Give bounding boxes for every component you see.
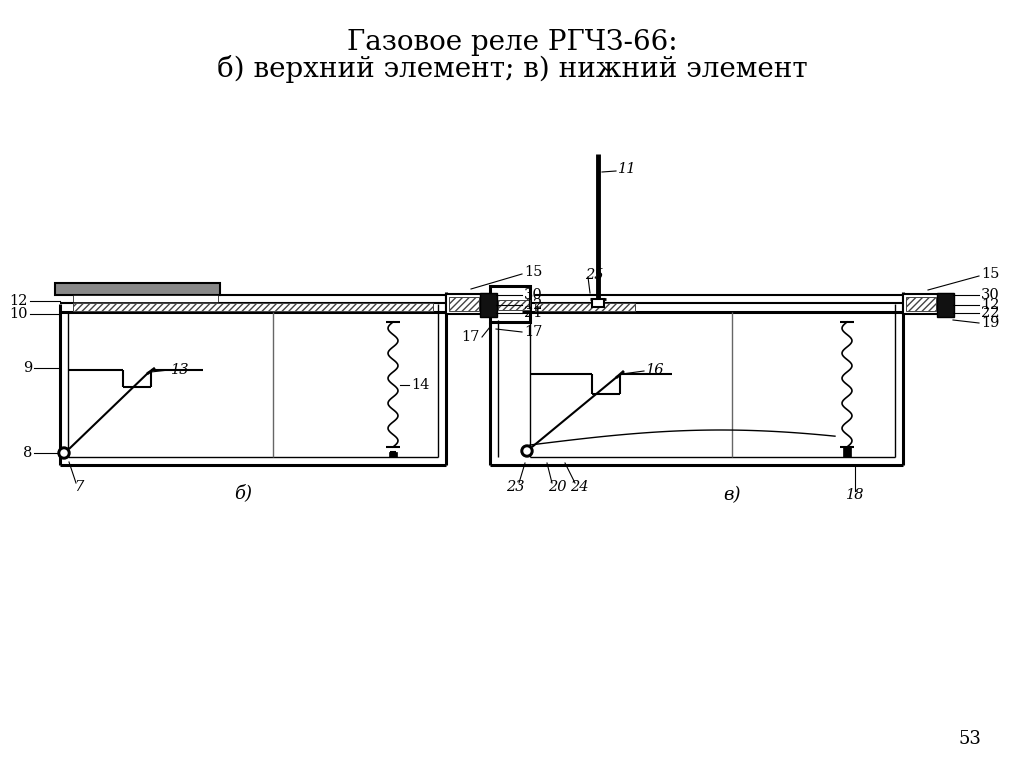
Text: 10: 10 (9, 307, 28, 321)
Text: 11: 11 (618, 162, 637, 176)
Bar (449, 297, 479, 311)
Text: 22: 22 (981, 306, 999, 320)
Circle shape (58, 447, 70, 459)
Bar (490, 286, 530, 322)
Text: 7: 7 (75, 480, 84, 494)
Text: 12: 12 (524, 298, 543, 312)
Text: 8: 8 (23, 446, 32, 460)
Text: в): в) (723, 486, 740, 504)
Text: 17: 17 (524, 325, 543, 339)
Bar (498, 300, 530, 310)
Text: 14: 14 (411, 378, 429, 392)
Text: 25: 25 (585, 268, 603, 282)
Text: 16: 16 (646, 363, 665, 377)
Text: б): б) (234, 484, 252, 502)
Bar (73, 295, 218, 302)
Bar (906, 297, 936, 311)
Bar (480, 293, 497, 317)
Circle shape (521, 445, 534, 457)
Text: 24: 24 (569, 480, 588, 494)
Bar (446, 294, 496, 314)
Text: б) верхний элемент; в) нижний элемент: б) верхний элемент; в) нижний элемент (217, 55, 807, 83)
Bar (937, 293, 954, 317)
Bar (903, 294, 953, 314)
Text: 9: 9 (23, 361, 32, 375)
Text: 12: 12 (981, 298, 999, 312)
Bar (843, 447, 851, 457)
Bar (535, 303, 635, 311)
Text: 18: 18 (846, 488, 864, 502)
Text: 19: 19 (981, 316, 999, 330)
Text: 30: 30 (524, 288, 543, 302)
Text: 15: 15 (981, 267, 999, 281)
Text: Газовое реле РГЧЗ-66:: Газовое реле РГЧЗ-66: (347, 28, 677, 55)
Text: 20: 20 (548, 480, 566, 494)
Text: 21: 21 (524, 306, 543, 320)
Text: 30: 30 (981, 288, 999, 302)
Circle shape (61, 450, 67, 456)
Circle shape (524, 448, 530, 454)
Text: 13: 13 (171, 363, 189, 377)
Bar (592, 299, 604, 307)
Text: 23: 23 (506, 480, 524, 494)
Bar (389, 452, 397, 457)
Bar (73, 303, 433, 311)
Text: 15: 15 (524, 265, 543, 279)
Bar (55, 283, 220, 295)
Text: 53: 53 (958, 730, 981, 748)
Text: 12: 12 (9, 294, 28, 308)
Text: 17: 17 (462, 330, 480, 344)
